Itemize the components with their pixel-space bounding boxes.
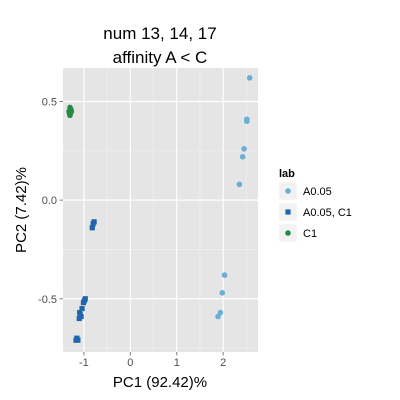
- legend-key-marker: [285, 188, 291, 194]
- point-a0-05: [246, 75, 253, 81]
- legend-keys: A0.05 A0.05, C1 C1: [278, 181, 352, 243]
- legend-label: C1: [303, 228, 317, 240]
- point-a0-05-c1: [75, 337, 81, 343]
- point-a0-05: [219, 290, 226, 296]
- chart-title-line-2: affinity A < C: [113, 48, 208, 67]
- point-a0-05-c1: [80, 300, 87, 306]
- legend-label: A0.05, C1: [303, 207, 352, 219]
- x-tick-label: 0: [127, 357, 133, 369]
- legend-title: lab: [279, 168, 295, 180]
- point-a0-05-c1: [76, 315, 82, 322]
- y-tick-label: 0.5: [42, 97, 57, 109]
- point-a0-05-c1: [89, 225, 95, 231]
- legend-key-marker: [285, 209, 291, 215]
- point-c1: [67, 112, 73, 119]
- legend: lab A0.05 A0.05, C1 C1: [278, 168, 352, 243]
- data-points: [66, 75, 253, 343]
- x-tick-label: 1: [174, 357, 180, 369]
- point-a0-05: [221, 272, 228, 278]
- y-axis-title: PC2 (7.42)%: [13, 167, 30, 253]
- point-a0-05-c1: [90, 221, 96, 227]
- y-tick-label: -0.5: [38, 294, 57, 306]
- point-a0-05: [215, 313, 221, 320]
- point-a0-05: [244, 118, 250, 125]
- plot-panel: [63, 68, 258, 352]
- axis-ticks: -1 0 1 2 -0.5 0.0 0.5: [38, 97, 226, 369]
- legend-label: A0.05: [303, 186, 332, 198]
- chart-title-line-1: num 13, 14, 17: [103, 24, 216, 43]
- grid-lines: [63, 68, 258, 352]
- point-a0-05-c1: [79, 306, 85, 312]
- legend-key-marker: [285, 230, 291, 236]
- point-a0-05: [239, 153, 246, 160]
- point-a0-05: [236, 181, 243, 188]
- x-tick-label: 2: [220, 357, 226, 369]
- x-tick-label: -1: [79, 357, 89, 369]
- x-axis-title: PC1 (92.42)%: [113, 374, 207, 391]
- point-a0-05: [241, 146, 247, 152]
- y-tick-label: 0.0: [42, 195, 57, 207]
